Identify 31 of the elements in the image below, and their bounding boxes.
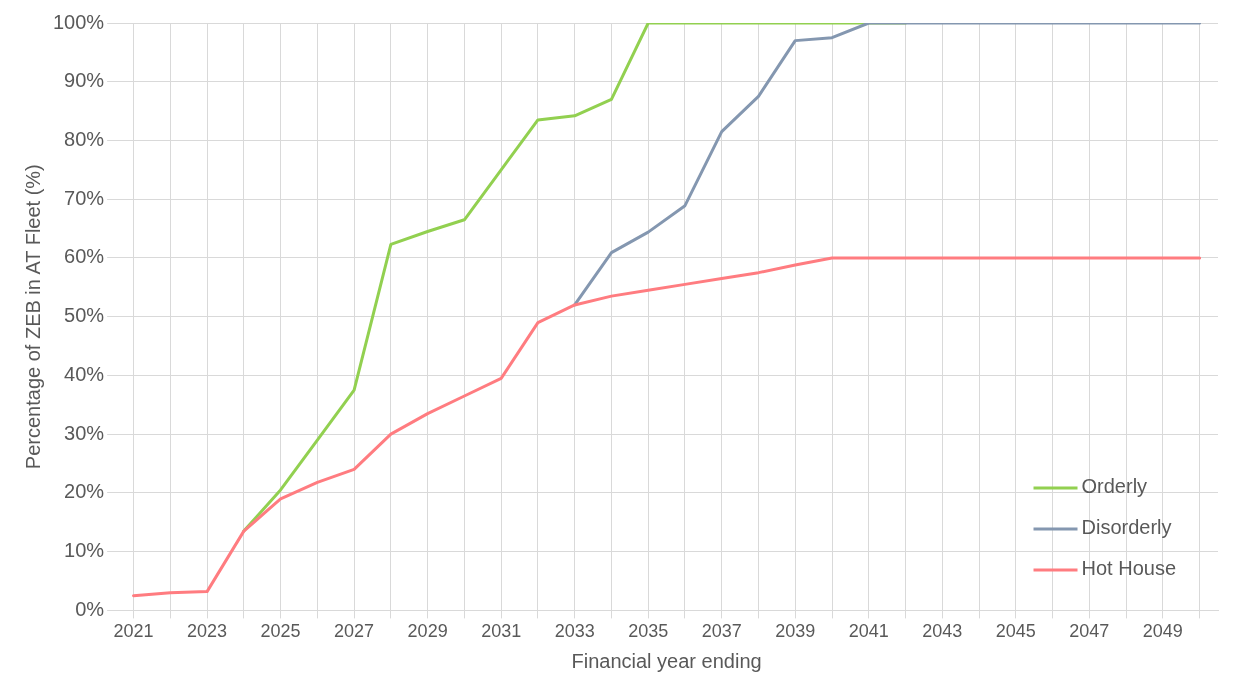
x-tick-label: 2045 (995, 621, 1036, 642)
x-tick-label: 2029 (407, 621, 448, 642)
x-tick-label: 2021 (113, 621, 154, 642)
legend-label: Hot House (1081, 557, 1177, 580)
y-tick-label: 20% (64, 480, 105, 503)
y-tick-label: 30% (64, 421, 105, 444)
x-tick-label: 2047 (1069, 621, 1110, 642)
y-tick-label: 90% (64, 69, 105, 92)
x-tick-label: 2041 (848, 621, 889, 642)
x-tick-label: 2025 (260, 621, 301, 642)
y-tick-label: 70% (64, 186, 105, 209)
x-tick-label: 2031 (481, 621, 522, 642)
x-tick-label: 2023 (187, 621, 228, 642)
y-tick-label: 10% (64, 539, 105, 562)
y-tick-label: 100% (53, 10, 105, 33)
y-tick-label: 0% (75, 597, 105, 620)
y-tick-label: 50% (64, 304, 105, 327)
y-tick-label: 60% (64, 245, 105, 268)
x-tick-label: 2033 (554, 621, 595, 642)
x-tick-label: 2039 (775, 621, 816, 642)
x-tick-label: 2037 (701, 621, 742, 642)
y-tick-label: 40% (64, 362, 105, 385)
legend-label: Disorderly (1081, 516, 1172, 539)
x-tick-label: 2027 (334, 621, 375, 642)
x-tick-label: 2035 (628, 621, 669, 642)
x-axis-title: Financial year ending (571, 649, 762, 672)
y-axis-title: Percentage of ZEB in AT Fleet (%) (21, 164, 44, 470)
y-tick-label: 80% (64, 128, 105, 150)
legend-label: Orderly (1081, 475, 1148, 498)
x-tick-label: 2049 (1142, 621, 1183, 642)
x-tick-label: 2043 (922, 621, 963, 642)
